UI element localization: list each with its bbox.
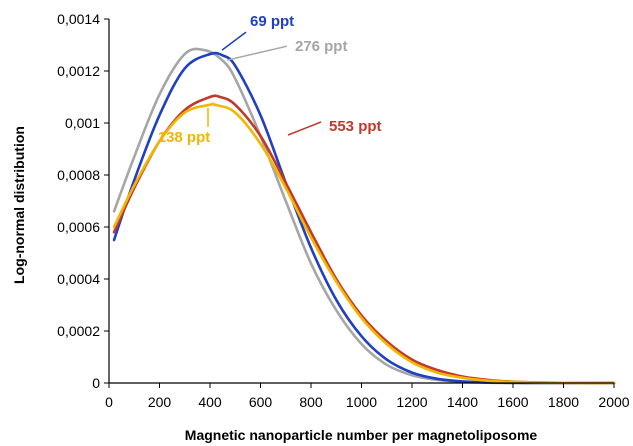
series-line-69-ppt <box>112 51 616 385</box>
x-tick-label: 1000 <box>346 394 377 410</box>
series-line-138-ppt <box>112 102 616 385</box>
x-tick-label: 2000 <box>598 394 629 410</box>
x-tick-label: 400 <box>198 394 222 410</box>
series-label-69-ppt: 69 ppt <box>250 13 294 30</box>
x-tick-label: 1600 <box>497 394 528 410</box>
y-tick-label: 0,0006 <box>57 219 100 235</box>
y-tick-label: 0 <box>92 375 100 391</box>
x-tick-label: 1800 <box>548 394 579 410</box>
y-tick-label: 0,0008 <box>57 167 100 183</box>
x-tick-label: 1400 <box>447 394 478 410</box>
x-tick-label: 200 <box>148 394 172 410</box>
annotation-leader-69-ppt <box>221 31 247 51</box>
annotation-leader-553-ppt <box>287 121 322 136</box>
series-line-276-ppt <box>112 47 616 385</box>
y-tick-label: 0,0002 <box>57 323 100 339</box>
y-tick-label: 0,001 <box>65 115 100 131</box>
x-tick-label: 600 <box>249 394 273 410</box>
y-tick-label: 0,0012 <box>57 63 100 79</box>
y-tick-label: 0,0004 <box>57 271 100 287</box>
x-axis-title: Magnetic nanoparticle number per magneto… <box>185 427 538 443</box>
x-tick-label: 800 <box>299 394 323 410</box>
series-label-276-ppt: 276 ppt <box>295 38 348 55</box>
x-tick-label: 0 <box>105 394 113 410</box>
y-axis-title: Log-normal distribution <box>11 126 27 284</box>
series-label-138-ppt: 138 ppt <box>158 129 211 146</box>
series-layer <box>112 47 616 385</box>
x-tick-label: 1200 <box>396 394 427 410</box>
y-tick-label: 0,0014 <box>57 11 100 27</box>
axes-layer: 0 0,0002 0,0004 0,0006 0,0008 0,001 0,0012 0,00… <box>57 11 630 410</box>
series-label-553-ppt: 553 ppt <box>329 118 382 135</box>
annotation-leader-276-ppt <box>226 45 288 61</box>
